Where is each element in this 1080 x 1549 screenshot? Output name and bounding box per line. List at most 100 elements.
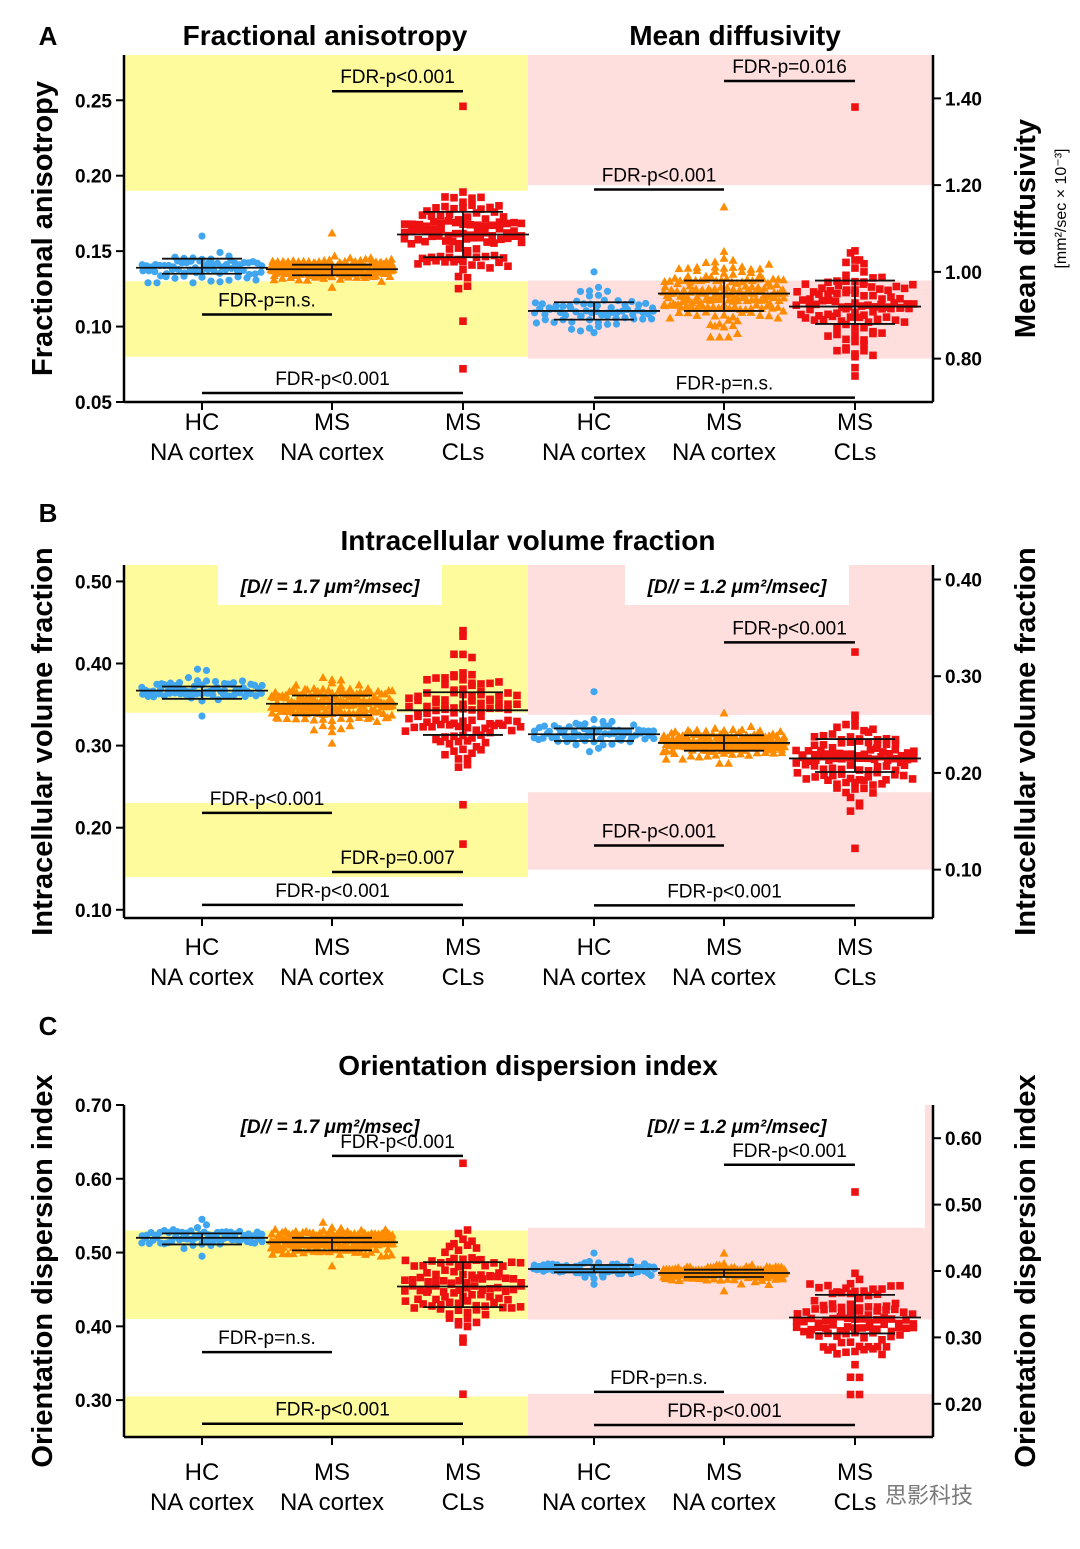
data-point	[757, 303, 767, 312]
data-point	[144, 692, 152, 701]
data-point	[715, 332, 724, 341]
y-axis-label-right: Mean diffusivity	[1010, 119, 1042, 338]
y-tick-label: 1.20	[945, 176, 982, 197]
data-point	[445, 1314, 454, 1322]
data-point	[730, 302, 740, 311]
data-point	[432, 256, 440, 265]
data-point	[896, 294, 904, 303]
data-point	[817, 746, 825, 755]
data-point	[238, 677, 247, 685]
data-point	[486, 1284, 494, 1293]
data-point	[734, 728, 744, 737]
data-point	[719, 725, 729, 734]
data-point	[897, 751, 906, 760]
data-point	[772, 280, 782, 289]
data-point	[294, 275, 304, 284]
data-point	[507, 1304, 516, 1312]
data-point	[828, 1343, 837, 1351]
group-ms-cls	[789, 1188, 921, 1399]
data-point	[719, 310, 729, 319]
data-point	[459, 1390, 467, 1399]
group-ms-cls	[397, 1159, 529, 1399]
data-point	[878, 295, 886, 303]
data-point	[692, 303, 702, 312]
data-point	[435, 232, 443, 240]
data-point	[842, 720, 850, 729]
data-point	[198, 712, 206, 720]
data-point	[297, 706, 307, 715]
data-point	[497, 235, 505, 244]
data-point	[887, 1282, 895, 1290]
group-hc-na-cortex	[136, 665, 268, 720]
data-point	[472, 1306, 481, 1314]
y-tick-label: 0.20	[945, 764, 982, 785]
data-point	[882, 762, 891, 770]
data-point	[792, 1323, 801, 1332]
data-point	[468, 670, 476, 679]
group-hc-na-cortex	[136, 1215, 268, 1260]
x-tick-label: NA cortex	[280, 1489, 384, 1516]
data-point	[810, 316, 819, 324]
data-point	[804, 747, 813, 755]
data-point	[155, 690, 163, 698]
data-point	[532, 319, 541, 327]
data-point	[736, 749, 746, 758]
data-point	[792, 759, 801, 767]
data-point	[793, 769, 802, 777]
data-point	[851, 1287, 859, 1296]
data-point	[468, 716, 476, 725]
data-point	[694, 752, 704, 761]
data-point	[481, 1261, 489, 1270]
data-point	[495, 704, 503, 712]
data-point	[336, 675, 346, 684]
data-point	[829, 1320, 837, 1329]
data-point	[463, 249, 472, 258]
data-point	[678, 754, 688, 763]
data-point	[405, 694, 413, 703]
data-point	[877, 300, 885, 309]
data-point	[441, 193, 449, 201]
data-point	[608, 740, 616, 748]
data-point	[818, 752, 827, 761]
data-point	[486, 704, 494, 713]
data-point	[687, 298, 697, 307]
data-point	[454, 1320, 463, 1329]
data-point	[752, 748, 762, 757]
data-point	[422, 227, 431, 235]
data-point	[286, 272, 296, 281]
data-point	[590, 1280, 598, 1288]
data-point	[891, 735, 900, 744]
data-point	[842, 1348, 850, 1357]
data-point	[866, 746, 875, 754]
comparison-label: FDR-p=0.016	[732, 57, 847, 78]
data-point	[842, 778, 850, 787]
data-point	[801, 280, 810, 288]
data-point	[490, 251, 499, 260]
data-point	[757, 1275, 767, 1284]
data-point	[400, 220, 409, 228]
data-point	[810, 732, 819, 741]
data-point	[355, 1247, 365, 1256]
data-point	[318, 1226, 328, 1235]
group-hc-na-cortex	[136, 232, 268, 287]
x-tick-label: NA cortex	[280, 439, 384, 466]
data-point	[851, 1188, 859, 1196]
data-point	[455, 239, 464, 248]
data-point	[860, 1334, 868, 1342]
data-point	[733, 328, 742, 337]
data-point	[327, 678, 337, 687]
data-point	[462, 235, 471, 243]
data-point	[459, 1255, 467, 1264]
group-ms-cls	[397, 626, 529, 848]
data-point	[432, 204, 440, 212]
data-point	[193, 690, 201, 698]
data-point	[234, 273, 242, 281]
data-point	[432, 1295, 440, 1304]
data-point	[466, 220, 475, 229]
x-tick-label: CLs	[442, 1489, 485, 1516]
data-point	[225, 692, 233, 700]
data-point	[706, 332, 715, 341]
data-point	[463, 1297, 472, 1305]
data-point	[209, 691, 217, 699]
data-point	[445, 1242, 454, 1251]
